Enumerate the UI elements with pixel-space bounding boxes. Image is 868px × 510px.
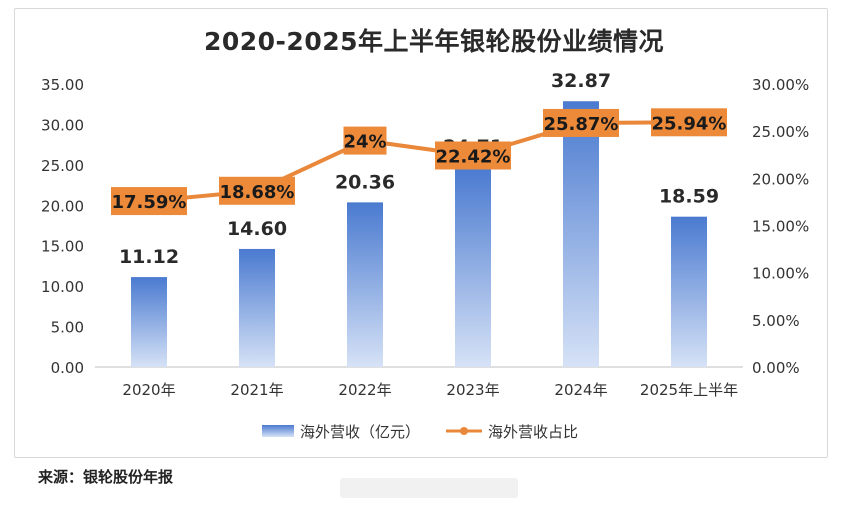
legend: 海外营收（亿元） 海外营收占比 bbox=[262, 423, 578, 441]
x-tick-label: 2021年 bbox=[230, 381, 283, 399]
x-tick-label: 2020年 bbox=[122, 381, 175, 399]
legend-bar-label: 海外营收（亿元） bbox=[300, 423, 420, 441]
left-tick-label: 15.00 bbox=[41, 238, 84, 256]
bar-value-label: 20.36 bbox=[335, 171, 395, 193]
right-tick-label: 0.00% bbox=[752, 359, 800, 377]
line-label-box bbox=[651, 108, 727, 137]
bar bbox=[239, 248, 275, 367]
left-tick-label: 5.00 bbox=[51, 319, 84, 337]
line-label-box bbox=[343, 126, 387, 155]
left-tick-label: 10.00 bbox=[41, 278, 84, 296]
left-tick-label: 20.00 bbox=[41, 197, 84, 215]
left-tick-label: 35.00 bbox=[41, 76, 84, 94]
left-tick-label: 0.00 bbox=[51, 359, 84, 377]
right-tick-label: 20.00% bbox=[752, 170, 809, 188]
left-tick-label: 30.00 bbox=[41, 116, 84, 134]
line-value-label: 17.59% bbox=[112, 192, 187, 213]
left-tick-label: 25.00 bbox=[41, 157, 84, 175]
line-value-label: 22.42% bbox=[436, 147, 511, 168]
bar-value-label: 11.12 bbox=[119, 246, 179, 268]
x-tick-label: 2024年 bbox=[554, 381, 607, 399]
chart-title: 2020-2025年上半年银轮股份业绩情况 bbox=[203, 27, 665, 56]
bar bbox=[563, 101, 599, 368]
line-label-box bbox=[543, 108, 619, 137]
line-value-label: 24% bbox=[343, 132, 386, 153]
right-tick-label: 25.00% bbox=[752, 123, 809, 141]
right-tick-label: 5.00% bbox=[752, 312, 800, 330]
line-value-label: 25.94% bbox=[652, 113, 727, 134]
legend-line-marker bbox=[460, 427, 468, 435]
right-axis: 0.00% 5.00% 10.00% 15.00% 20.00% 25.00% 30.00% bbox=[752, 76, 809, 377]
bar-series bbox=[131, 101, 707, 368]
bar-value-label: 18.59 bbox=[659, 186, 719, 208]
bar bbox=[455, 167, 491, 367]
x-tick-label: 2025年上半年 bbox=[640, 381, 738, 399]
x-tick-label: 2022年 bbox=[338, 381, 391, 399]
legend-bar-swatch bbox=[262, 425, 294, 437]
x-axis: 2020年 2021年 2022年 2023年 2024年 2025年上半年 bbox=[95, 366, 743, 399]
line-value-labels: 17.59% 18.68% 24% 22.42% 25.87% 25.94% bbox=[111, 108, 727, 216]
source-note: 来源：银轮股份年报 bbox=[38, 468, 174, 486]
legend-line-label: 海外营收占比 bbox=[488, 423, 578, 441]
line-value-label: 25.87% bbox=[544, 114, 619, 135]
line-label-box bbox=[435, 141, 511, 170]
bar bbox=[671, 216, 707, 367]
left-axis: 0.00 5.00 10.00 15.00 20.00 25.00 30.00 35.00 bbox=[41, 76, 84, 377]
bar-value-label: 32.87 bbox=[551, 70, 611, 92]
right-tick-label: 10.00% bbox=[752, 265, 809, 283]
x-tick-label: 2023年 bbox=[446, 381, 499, 399]
bar bbox=[131, 277, 167, 367]
right-tick-label: 15.00% bbox=[752, 218, 809, 236]
right-tick-label: 30.00% bbox=[752, 76, 809, 94]
line-label-box bbox=[111, 187, 187, 216]
bar-value-label: 14.60 bbox=[227, 218, 287, 240]
line-value-label: 18.68% bbox=[220, 182, 295, 203]
watermark bbox=[340, 478, 518, 498]
line-label-box bbox=[219, 176, 295, 205]
bar bbox=[347, 202, 383, 367]
